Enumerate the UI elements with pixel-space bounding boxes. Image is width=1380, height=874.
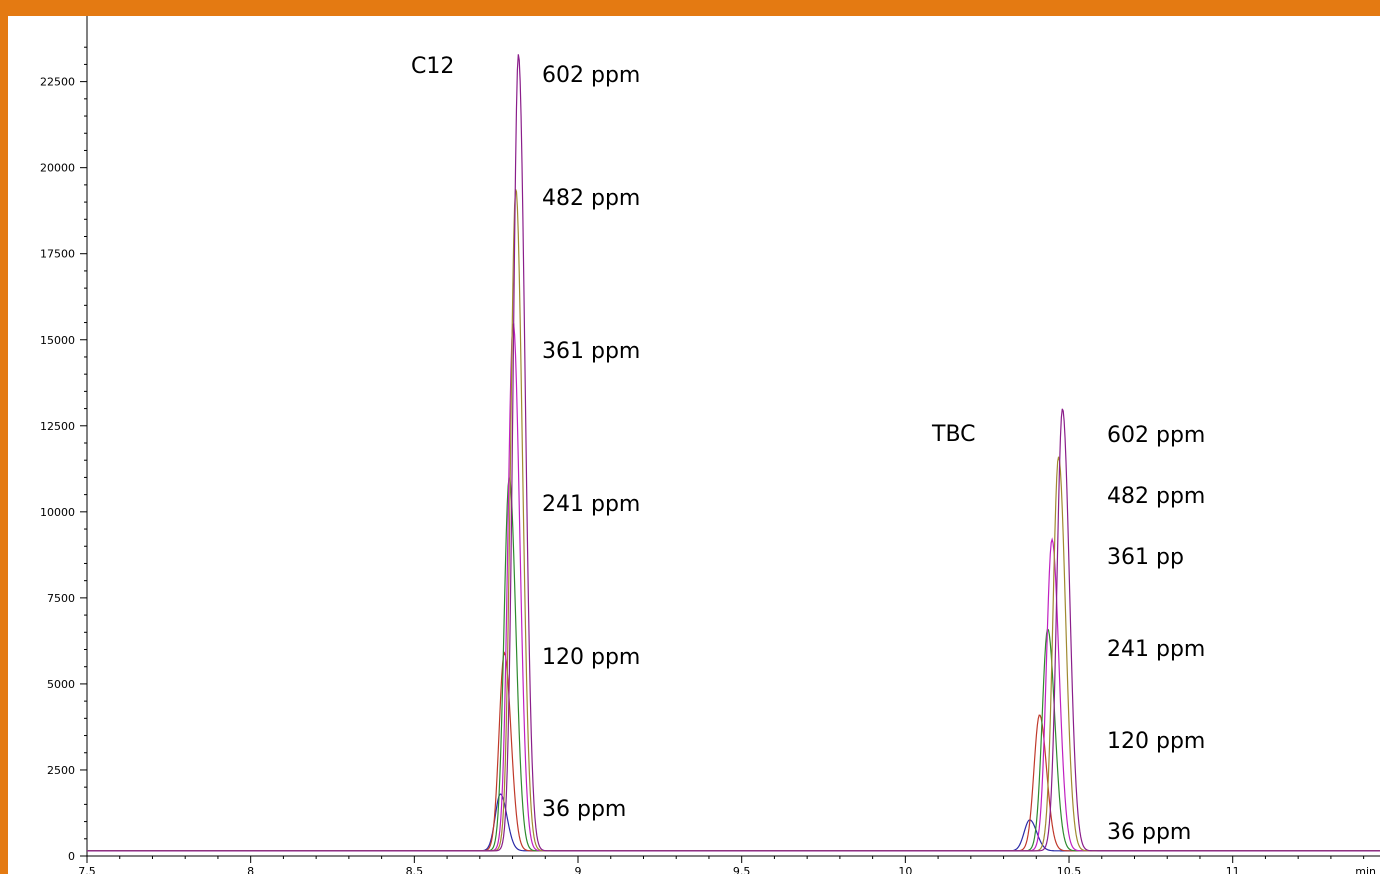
trace-line-6	[87, 54, 1380, 852]
y-tick-label: 0	[68, 850, 75, 863]
tbc-label-36: 36 ppm	[1107, 820, 1191, 845]
c12-label-361: 361 ppm	[542, 339, 640, 364]
tbc-label-241: 241 ppm	[1107, 637, 1205, 662]
c12-label-36: 36 ppm	[542, 797, 626, 822]
tbc-label-120: 120 ppm	[1107, 729, 1205, 754]
x-tick-label: 11	[1226, 865, 1240, 874]
x-tick-label: 10	[898, 865, 912, 874]
c12-label-602: 602 ppm	[542, 63, 640, 88]
tbc-label: TBC	[931, 422, 976, 447]
c12-label-241: 241 ppm	[542, 492, 640, 517]
orange-frame-left	[0, 0, 8, 874]
x-tick-label: 9	[575, 865, 582, 874]
y-tick-label: 15000	[40, 334, 75, 347]
x-axis-unit-label: min	[1355, 865, 1376, 874]
c12-label-482: 482 ppm	[542, 186, 640, 211]
c12-label-120: 120 ppm	[542, 645, 640, 670]
y-tick-label: 10000	[40, 506, 75, 519]
y-tick-label: 22500	[40, 76, 75, 89]
y-tick-label: 2500	[47, 764, 75, 777]
x-tick-label: 7.5	[78, 865, 96, 874]
axes: 0 2500 5000 7500 10000 12500 15000 17500 20000 22…	[40, 16, 1380, 874]
orange-frame-top	[0, 0, 1380, 16]
y-tick-label: 5000	[47, 678, 75, 691]
x-tick-label: 9.5	[733, 865, 751, 874]
c12-label: C12	[411, 54, 454, 79]
trace-line-3	[87, 475, 1380, 852]
x-tick-label: 10.5	[1057, 865, 1082, 874]
y-tick-label: 17500	[40, 248, 75, 261]
tbc-label-361: 361 pp	[1107, 545, 1184, 570]
x-tick-label: 8	[247, 865, 254, 874]
x-tick-label: 8.5	[406, 865, 424, 874]
traces	[87, 54, 1380, 852]
y-tick-label: 20000	[40, 162, 75, 175]
y-tick-label: 7500	[47, 592, 75, 605]
trace-line-4	[87, 323, 1380, 852]
y-tick-label: 12500	[40, 420, 75, 433]
tbc-label-482: 482 ppm	[1107, 484, 1205, 509]
tbc-label-602: 602 ppm	[1107, 423, 1205, 448]
